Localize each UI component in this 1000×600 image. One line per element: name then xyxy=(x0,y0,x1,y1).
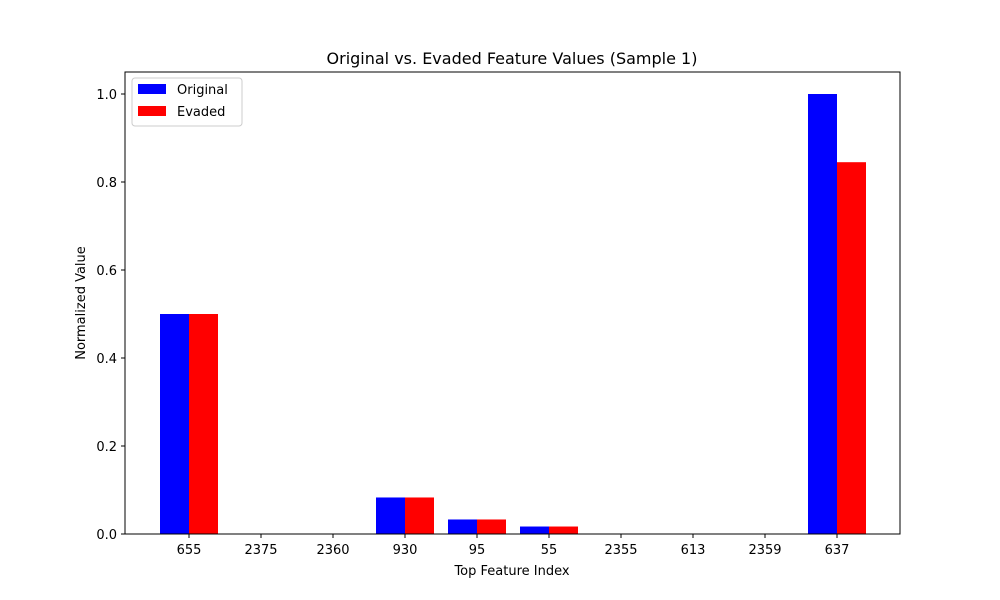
bar-original-637 xyxy=(808,94,837,534)
bar-evaded-55 xyxy=(549,526,578,534)
x-tick-label: 637 xyxy=(825,543,850,558)
legend: Original Evaded xyxy=(131,77,243,127)
y-tick-label: 0.4 xyxy=(96,352,117,367)
bar-original-655 xyxy=(160,314,189,534)
y-tick-label: 0.6 xyxy=(96,264,117,279)
x-tick-label: 95 xyxy=(469,543,486,558)
bar-evaded-95 xyxy=(477,519,506,534)
x-tick-label: 55 xyxy=(541,543,558,558)
legend-label-evaded: Evaded xyxy=(177,105,225,120)
y-tick-label: 0.2 xyxy=(96,440,117,455)
bar-original-930 xyxy=(376,497,405,534)
y-tick-label: 1.0 xyxy=(96,88,117,103)
bar-evaded-655 xyxy=(189,314,218,534)
legend-label-original: Original xyxy=(177,83,228,98)
chart-title: Original vs. Evaded Feature Values (Samp… xyxy=(327,49,698,68)
y-axis-ticks: 0.0 0.2 0.4 0.6 0.8 1.0 xyxy=(96,88,125,543)
x-tick-label: 930 xyxy=(393,543,418,558)
x-tick-label: 2359 xyxy=(748,543,781,558)
y-axis-label: Normalized Value xyxy=(74,246,89,360)
bar-original-95 xyxy=(448,519,477,534)
bar-original-55 xyxy=(520,526,549,534)
bar-evaded-637 xyxy=(837,162,866,534)
x-tick-label: 655 xyxy=(177,543,202,558)
x-tick-label: 2355 xyxy=(604,543,637,558)
x-tick-label: 2375 xyxy=(244,543,277,558)
y-tick-label: 0.0 xyxy=(96,528,117,543)
legend-swatch-original xyxy=(138,84,166,94)
y-tick-label: 0.8 xyxy=(96,176,117,191)
plot-frame xyxy=(124,71,901,535)
bar-evaded-930 xyxy=(405,497,434,534)
x-axis-ticks: 655 2375 2360 930 95 55 2355 613 2359 637 xyxy=(177,534,850,558)
x-tick-label: 2360 xyxy=(316,543,349,558)
bars-group xyxy=(160,94,866,534)
x-tick-label: 613 xyxy=(681,543,706,558)
x-axis-label: Top Feature Index xyxy=(453,564,569,579)
legend-swatch-evaded xyxy=(138,106,166,116)
